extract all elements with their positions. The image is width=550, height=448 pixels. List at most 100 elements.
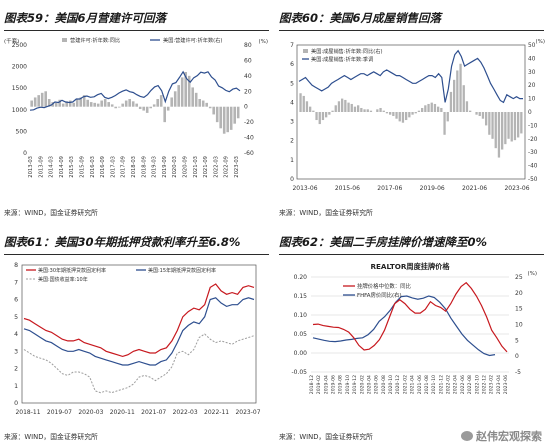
y-tick-label-right: 40 xyxy=(528,56,536,62)
x-tick-label: 2013-09 xyxy=(38,156,44,178)
yoy-bar xyxy=(82,95,86,107)
y-tick-label-right: -40 xyxy=(244,135,254,142)
ust10-line xyxy=(23,333,255,394)
x-tick-label: 2018-11 xyxy=(15,409,40,416)
source-note: 来源：WIND，国金证券研究所 xyxy=(279,433,373,441)
yoy-bar xyxy=(191,87,194,107)
yoy-bar xyxy=(504,112,507,145)
x-tick-label: 2020-03 xyxy=(172,156,178,178)
x-tick-label: 2021-10 xyxy=(431,375,437,394)
yoy-bar xyxy=(222,106,226,134)
y-tick-label-left: 2 xyxy=(290,138,294,145)
x-tick-label: 2022-11 xyxy=(204,409,229,416)
yoy-bar xyxy=(236,106,240,119)
x-tick-label: 2020-08 xyxy=(381,375,387,394)
title-divider xyxy=(279,30,544,31)
y-tick-label-right: -20 xyxy=(244,119,254,126)
yoy-bar xyxy=(401,112,405,123)
right-axis-unit: (%) xyxy=(535,39,545,45)
x-tick-label: 2022-12 xyxy=(481,375,487,394)
yoy-bar xyxy=(156,99,159,107)
yoy-bar xyxy=(86,99,89,107)
y-tick-label-right: 15 xyxy=(515,306,523,313)
yoy-bar xyxy=(328,112,331,115)
yoy-bar xyxy=(184,72,187,107)
y-tick-label-right: 25 xyxy=(515,274,523,281)
yoy-bar xyxy=(40,92,44,107)
yoy-bar xyxy=(369,110,373,112)
yoy-bar xyxy=(315,112,318,121)
x-tick-label: 2022-03 xyxy=(213,156,219,178)
yoy-bar xyxy=(405,112,408,121)
y-tick-label: 5 xyxy=(14,314,18,321)
y-tick-label-left: 1000 xyxy=(12,107,27,114)
x-tick-label: 2017-06 xyxy=(377,185,402,192)
x-tick-label: 2018-03 xyxy=(131,156,137,178)
y-tick-label-right: -40 xyxy=(528,164,538,170)
y-tick-label-left: 0.05 xyxy=(294,331,308,338)
x-tick-label: 2020-03 xyxy=(78,409,103,416)
yoy-bar xyxy=(376,109,379,112)
x-tick-label: 2021-12 xyxy=(438,375,444,394)
y-tick-label-right: -30 xyxy=(528,150,538,156)
x-tick-label: 2015-09 xyxy=(80,156,86,178)
legend-label-fhfa: FHFA房价同比(右) xyxy=(357,291,402,299)
yoy-bar xyxy=(135,103,138,107)
yoy-bar xyxy=(33,97,37,107)
yoy-bar xyxy=(427,103,430,112)
y-tick-label-left: 4 xyxy=(290,99,294,106)
yoy-bar xyxy=(497,112,501,158)
yoy-bar xyxy=(194,92,198,107)
yoy-bar xyxy=(392,112,395,117)
yoy-bar xyxy=(110,104,114,107)
chart-title: 图表61：美国30年期抵押贷款利率升至6.8% xyxy=(4,235,241,249)
x-tick-label: 2016-09 xyxy=(100,156,106,178)
x-tick-label: 2019-06 xyxy=(331,375,337,394)
panel-building-permits: 图表59：美国6月营建许可回落 (千套) (%) 0 500 1000 1500 2000 2… xyxy=(0,0,275,224)
yoy-bar xyxy=(433,103,437,112)
x-tick-label: 2017-03 xyxy=(110,156,116,178)
x-tick-label: 2020-10 xyxy=(388,375,394,394)
yoy-bar xyxy=(89,102,93,107)
yoy-bar xyxy=(305,101,309,112)
y-tick-label-left: 500 xyxy=(16,128,28,135)
y-tick-label: 0 xyxy=(14,400,18,407)
x-tick-label: 2022-10 xyxy=(474,375,480,394)
x-tick-label: 2023-07 xyxy=(235,409,260,416)
y-tick-label: 6 xyxy=(14,297,18,304)
y-tick-label-right: 0 xyxy=(515,353,519,360)
yoy-bar xyxy=(440,107,443,112)
legend-label-rate30: 美国:30年期抵押贷款固定利率 xyxy=(38,267,106,274)
yoy-bar xyxy=(517,112,520,138)
yoy-bar xyxy=(321,112,325,121)
yoy-bar xyxy=(170,97,173,107)
yoy-bar xyxy=(465,101,469,112)
yoy-bar xyxy=(205,102,208,107)
title-divider xyxy=(279,254,544,255)
x-tick-label: 2023-06 xyxy=(504,185,529,192)
yoy-bar xyxy=(488,112,491,135)
yoy-bar xyxy=(389,112,392,115)
yoy-bar xyxy=(128,99,131,107)
yoy-bar xyxy=(131,101,135,107)
y-tick-label-right: 80 xyxy=(244,42,252,49)
x-tick-label: 2021-06 xyxy=(417,375,423,394)
yoy-bar xyxy=(398,112,401,122)
yoy-bar xyxy=(469,110,472,112)
yoy-bar xyxy=(96,103,100,107)
y-tick-label-right: 60 xyxy=(244,57,252,64)
listing-price-chart: REALTOR周度挂牌价格 (%) -0.05 0.00 0.05 0.10 0.15 0.2… xyxy=(291,262,537,394)
right-axis-unit: (%) xyxy=(258,39,268,45)
yoy-bar xyxy=(462,85,465,112)
yoy-bar xyxy=(79,97,82,107)
yoy-bar xyxy=(219,106,222,129)
x-tick-label: 2019-04 xyxy=(323,375,329,394)
x-tick-label: 2019-03 xyxy=(152,156,158,178)
y-tick-label-left: 6 xyxy=(290,61,294,68)
legend-label-line: 美国:营建许可:折年数(右) xyxy=(163,36,222,44)
yoy-bar xyxy=(68,100,72,107)
yoy-bar xyxy=(302,95,305,112)
yoy-bar xyxy=(449,91,453,112)
x-tick-label: 2019-10 xyxy=(345,375,351,394)
yoy-bar xyxy=(149,106,152,109)
